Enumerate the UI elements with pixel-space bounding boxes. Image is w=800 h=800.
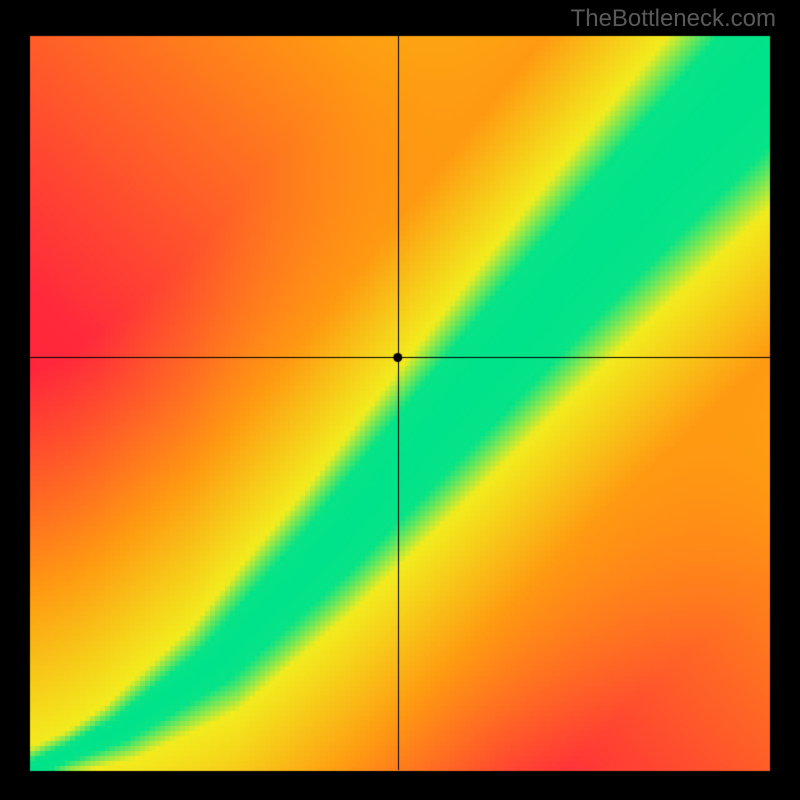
- watermark-text: TheBottleneck.com: [571, 5, 776, 33]
- bottleneck-heatmap: [0, 0, 800, 800]
